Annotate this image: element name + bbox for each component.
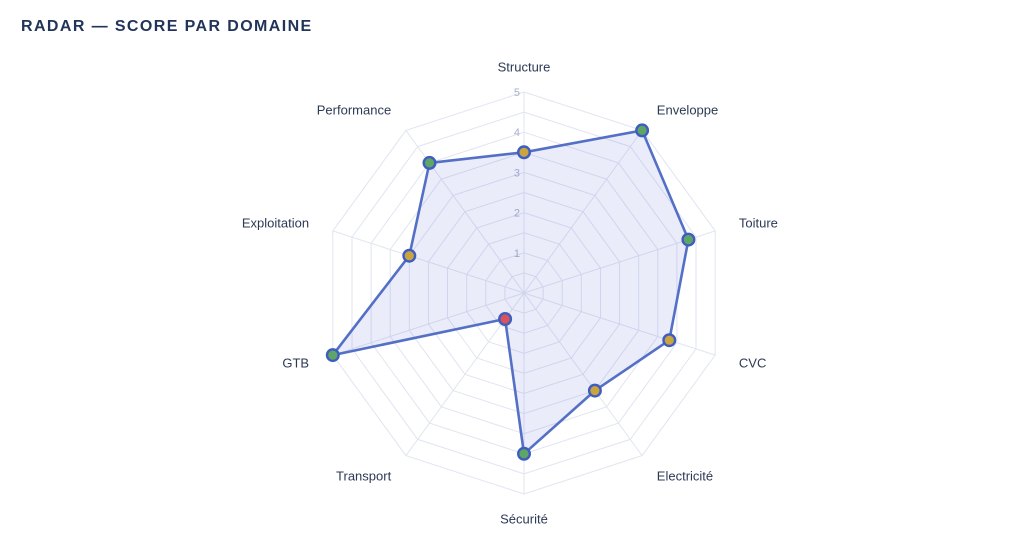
axis-label: Toiture	[739, 216, 778, 231]
data-point[interactable]	[422, 155, 437, 170]
data-point[interactable]	[498, 312, 513, 327]
grid-spoke	[332, 230, 525, 294]
grid-spoke	[523, 292, 643, 456]
data-point[interactable]	[587, 383, 602, 398]
radar-axis-labels: Structure Enveloppe Toiture CVC Electricité S…	[242, 60, 778, 527]
data-point[interactable]	[635, 123, 650, 138]
axis-label: Transport	[336, 468, 392, 483]
data-point[interactable]	[681, 232, 696, 247]
data-point[interactable]	[325, 348, 340, 363]
radial-tick-label: 2	[514, 208, 520, 220]
page-title: RADAR — SCORE PAR DOMAINE	[21, 18, 313, 35]
data-point[interactable]	[662, 333, 677, 348]
radar-tick-labels: 1 2 3 4 5	[514, 87, 520, 260]
axis-label: GTB	[282, 355, 309, 370]
data-point[interactable]	[402, 248, 417, 263]
axis-label: CVC	[739, 355, 766, 370]
radial-tick-label: 5	[514, 87, 520, 99]
grid-spoke	[523, 130, 643, 294]
grid-spoke	[523, 292, 716, 356]
axis-label: Sécurité	[500, 512, 548, 527]
axis-label: Exploitation	[242, 216, 309, 231]
data-point[interactable]	[517, 446, 532, 461]
data-point[interactable]	[517, 145, 532, 160]
series-area	[331, 129, 690, 456]
axis-label: Enveloppe	[657, 103, 718, 118]
axis-label: Electricité	[657, 468, 713, 483]
radial-tick-label: 4	[514, 127, 520, 139]
radial-tick-label: 1	[514, 248, 520, 260]
axis-label: Performance	[317, 103, 391, 118]
grid-spoke	[332, 292, 525, 356]
radial-tick-label: 3	[514, 167, 520, 179]
radar-series	[325, 123, 696, 461]
axis-label: Structure	[498, 60, 551, 75]
